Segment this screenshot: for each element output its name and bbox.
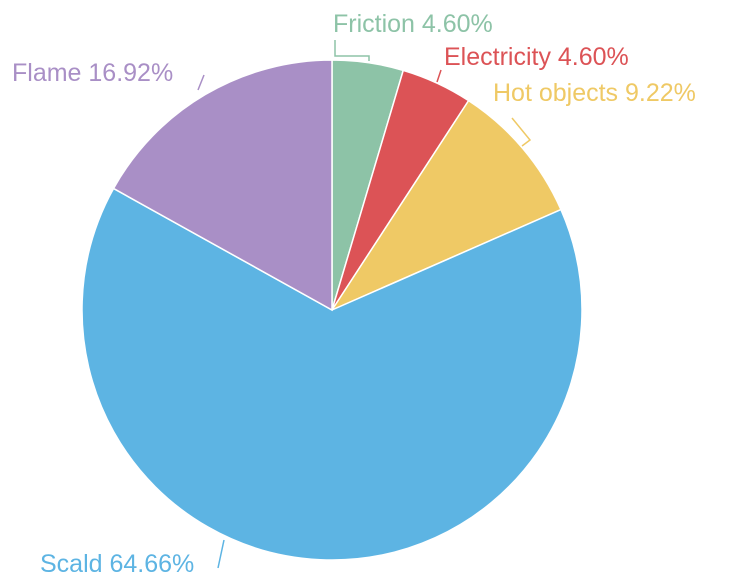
leader-line-hot-objects [511, 117, 532, 147]
slice-labels: Friction 4.60% Electricity 4.60% Hot objec… [12, 10, 696, 578]
slice-label-electricity: Electricity 4.60% [444, 43, 629, 71]
pie-slice-hot-objects [329, 99, 562, 312]
leader-line-electricity [436, 69, 442, 83]
pie-slice-flame [112, 59, 333, 312]
pie-slice-scald [81, 187, 583, 561]
leader-line-friction [334, 40, 370, 61]
leader-lines [197, 40, 532, 569]
pie-slices [81, 59, 583, 561]
leader-line-scald [217, 539, 225, 569]
slice-label-friction: Friction 4.60% [333, 10, 493, 38]
slice-label-flame: Flame 16.92% [12, 59, 173, 87]
slice-label-hot-objects: Hot objects 9.22% [493, 79, 696, 107]
leader-line-flame [197, 74, 205, 91]
slice-label-scald: Scald 64.66% [40, 550, 194, 578]
